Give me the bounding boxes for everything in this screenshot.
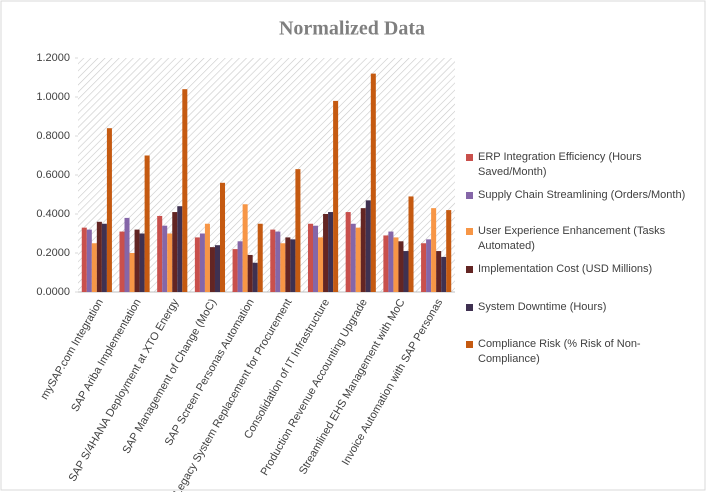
legend-swatch [466,228,473,235]
legend-label: System Downtime (Hours) [478,301,607,313]
bar [96,221,102,292]
bar [275,231,281,292]
bar [220,182,226,292]
y-tick-label: 1.2000 [36,52,70,64]
legend-label: User Experience Enhancement (Tasks Autom… [478,225,666,252]
bar [436,251,442,292]
y-tick-label: 0.0000 [36,286,70,298]
bar [257,223,263,292]
bar [270,229,276,292]
bar [328,212,334,292]
y-tick-label: 0.6000 [36,169,70,181]
bar [157,215,163,292]
bar [307,223,313,292]
legend-label: Compliance Risk (% Risk of Non-Complianc… [478,338,641,365]
bar [285,237,291,292]
bar [355,227,361,292]
bar [237,241,243,292]
bar [81,227,87,292]
bar [242,204,248,292]
bar [421,243,427,292]
bar [194,237,200,292]
legend-label: Supply Chain Streamlining (Orders/Month) [478,189,686,201]
bar [350,223,356,292]
bar [124,217,130,292]
bar [360,208,366,292]
bar [247,254,253,292]
bar [199,233,205,292]
bar [403,251,409,292]
bar [232,249,238,292]
bar [172,212,178,292]
bar [383,235,389,292]
bar [290,239,296,292]
bar [398,241,404,292]
legend-swatch [466,154,473,161]
bar [312,225,319,292]
bar [408,196,414,292]
y-tick-label: 0.4000 [36,208,70,220]
legend-swatch [466,192,473,199]
bar [388,231,394,292]
bar [106,128,112,292]
bar [393,237,399,292]
bar [323,214,329,292]
bar [446,210,452,292]
bar [318,237,324,292]
bar [134,229,140,292]
y-tick-label: 0.8000 [36,130,70,142]
bar [252,262,258,292]
bar [139,233,145,292]
bar [162,225,168,292]
bar [86,229,92,292]
legend-item: User Experience Enhancement (Tasks Autom… [466,224,691,254]
bar [209,247,215,292]
legend-label: Implementation Cost (USD Millions) [478,263,653,275]
bar [119,231,125,292]
legend-swatch [466,266,473,273]
legend-item: Implementation Cost (USD Millions) [466,262,691,277]
bar [295,169,301,292]
y-tick-label: 0.2000 [36,247,70,259]
legend-item: Supply Chain Streamlining (Orders/Month) [466,188,691,203]
bar [91,243,97,292]
legend-swatch [466,341,473,348]
bar [167,233,173,292]
bar [345,212,351,292]
chart-title: Normalized Data [279,18,425,40]
bar [204,223,210,292]
legend-item: System Downtime (Hours) [466,300,691,315]
bar [214,245,221,292]
bar [426,239,432,292]
bar [280,243,286,292]
bar [129,253,135,292]
bar [370,73,376,292]
legend-swatch [466,304,473,311]
bar [441,256,447,292]
bar [333,100,339,293]
y-tick-label: 1.0000 [36,91,70,103]
bar [144,155,150,292]
bar [365,200,371,292]
bar [101,223,107,292]
legend-label: ERP Integration Efficiency (Hours Saved/… [478,151,642,178]
bar [431,208,437,292]
bar [182,89,188,292]
legend-item: Compliance Risk (% Risk of Non-Complianc… [466,337,691,367]
bar [177,206,183,292]
legend-item: ERP Integration Efficiency (Hours Saved/… [466,150,691,180]
